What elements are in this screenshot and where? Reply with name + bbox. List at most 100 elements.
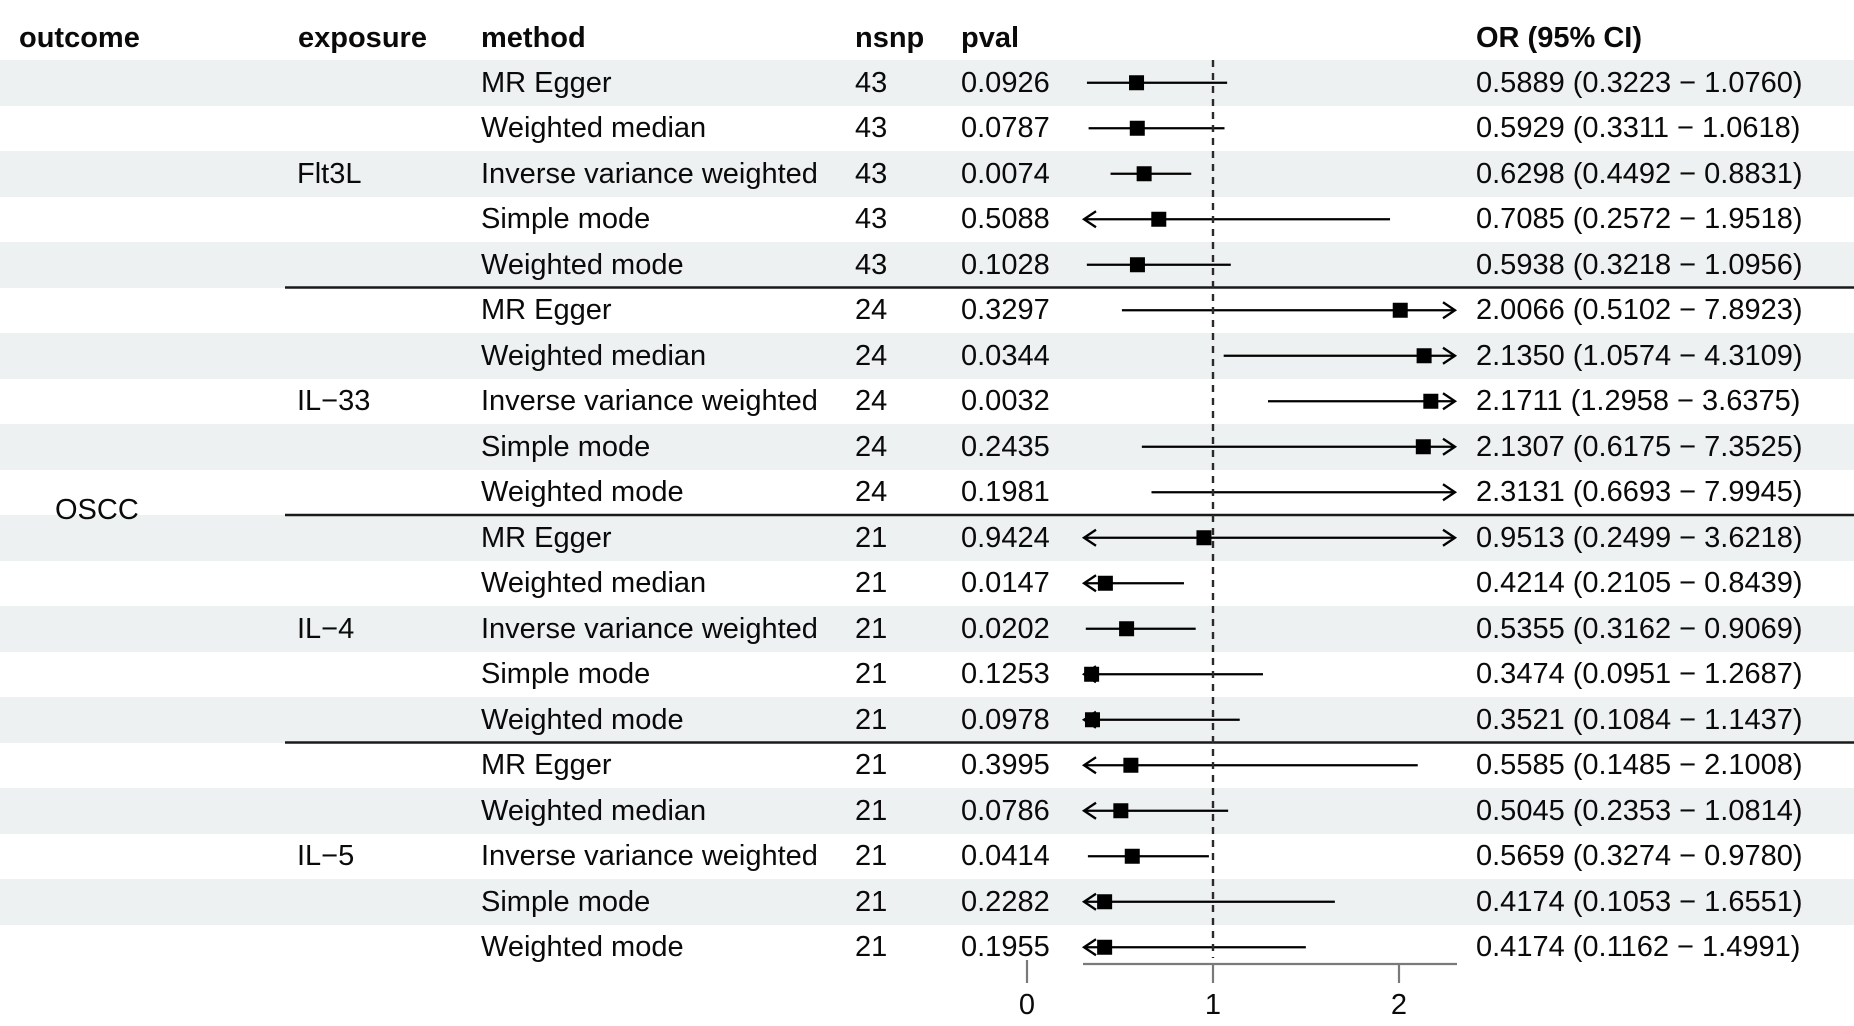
nsnp-cell: 21 <box>855 567 888 600</box>
pval-cell: 0.0414 <box>961 840 1050 873</box>
or-marker <box>1084 666 1100 682</box>
or-ci-cell: 0.5045 (0.2353 − 1.0814) <box>1476 794 1803 827</box>
exposure-label: IL−33 <box>297 385 371 418</box>
col-header-or-ci: OR (95% CI) <box>1476 22 1642 54</box>
nsnp-cell: 21 <box>855 749 888 782</box>
pval-cell: 0.3995 <box>961 749 1050 782</box>
pval-cell: 0.0202 <box>961 612 1050 645</box>
col-header-exposure: exposure <box>298 22 427 54</box>
or-marker <box>1084 712 1100 728</box>
or-ci-cell: 2.3131 (0.6693 − 7.9945) <box>1476 476 1803 509</box>
pval-cell: 0.1028 <box>961 248 1050 281</box>
nsnp-cell: 21 <box>855 840 888 873</box>
or-ci-cell: 0.6298 (0.4492 − 0.8831) <box>1476 157 1803 190</box>
or-marker <box>1416 348 1432 364</box>
or-marker <box>1415 439 1431 455</box>
or-marker <box>1119 621 1135 637</box>
pval-cell: 0.1253 <box>961 658 1050 691</box>
or-marker <box>1124 848 1140 864</box>
or-marker <box>1423 393 1439 409</box>
or-ci-cell: 0.5659 (0.3274 − 0.9780) <box>1476 840 1803 873</box>
nsnp-cell: 21 <box>855 931 888 964</box>
or-marker <box>1136 166 1152 182</box>
row-stripe <box>0 788 1854 834</box>
pval-cell: 0.2435 <box>961 430 1050 463</box>
pval-cell: 0.0032 <box>961 385 1050 418</box>
row-stripe <box>0 606 1854 652</box>
method-cell: Simple mode <box>481 658 651 691</box>
col-header-nsnp: nsnp <box>855 22 925 54</box>
nsnp-cell: 21 <box>855 703 888 736</box>
pval-cell: 0.0344 <box>961 339 1050 372</box>
or-ci-cell: 2.1350 (1.0574 − 4.3109) <box>1476 339 1803 372</box>
nsnp-cell: 43 <box>855 157 888 190</box>
or-marker <box>1097 575 1113 591</box>
or-ci-cell: 0.5938 (0.3218 − 1.0956) <box>1476 248 1803 281</box>
nsnp-cell: 43 <box>855 248 888 281</box>
exposure-label: Flt3L <box>297 157 362 190</box>
clip-arrow-left <box>1081 574 1097 593</box>
pval-cell: 0.1955 <box>961 931 1050 964</box>
or-ci-cell: 0.5929 (0.3311 − 1.0618) <box>1476 112 1801 145</box>
axis-tick-label: 0 <box>1018 989 1036 1021</box>
clip-arrow-left <box>1081 938 1097 957</box>
method-cell: MR Egger <box>481 294 612 327</box>
row-stripe <box>0 424 1854 470</box>
nsnp-cell: 24 <box>855 385 888 418</box>
clip-arrow-left <box>1081 801 1097 820</box>
pval-cell: 0.3297 <box>961 294 1050 327</box>
or-ci-cell: 0.4174 (0.1162 − 1.4991) <box>1476 931 1801 964</box>
exposure-label: IL−4 <box>297 612 355 645</box>
method-cell: Simple mode <box>481 430 651 463</box>
nsnp-cell: 43 <box>855 203 888 236</box>
clip-arrow-left <box>1081 528 1097 547</box>
pval-cell: 0.0978 <box>961 703 1050 736</box>
nsnp-cell: 21 <box>855 612 888 645</box>
pval-cell: 0.1981 <box>961 476 1050 509</box>
method-cell: Inverse variance weighted <box>481 385 818 418</box>
or-marker <box>1151 211 1167 227</box>
or-ci-cell: 0.4214 (0.2105 − 0.8439) <box>1476 567 1803 600</box>
or-marker <box>1129 120 1145 136</box>
nsnp-cell: 24 <box>855 339 888 372</box>
row-stripe <box>0 60 1854 106</box>
or-marker <box>1123 757 1139 773</box>
or-ci-cell: 0.7085 (0.2572 − 1.9518) <box>1476 203 1803 236</box>
pval-cell: 0.0074 <box>961 157 1050 190</box>
or-ci-cell: 0.3521 (0.1084 − 1.1437) <box>1476 703 1803 736</box>
or-marker <box>1392 302 1408 318</box>
or-marker <box>1129 75 1145 91</box>
method-cell: Weighted mode <box>481 476 684 509</box>
method-cell: Weighted median <box>481 567 707 600</box>
exposure-label: IL−5 <box>297 840 355 873</box>
nsnp-cell: 24 <box>855 476 888 509</box>
method-cell: Weighted mode <box>481 931 684 964</box>
or-ci-cell: 0.4174 (0.1053 − 1.6551) <box>1476 885 1803 918</box>
method-cell: Weighted median <box>481 339 707 372</box>
clip-arrow-left <box>1081 210 1097 229</box>
method-cell: MR Egger <box>481 521 612 554</box>
pval-cell: 0.2282 <box>961 885 1050 918</box>
method-cell: Inverse variance weighted <box>481 840 818 873</box>
or-marker <box>1097 894 1113 910</box>
pval-cell: 0.9424 <box>961 521 1050 554</box>
or-ci-cell: 0.5889 (0.3223 − 1.0760) <box>1476 66 1803 99</box>
col-header-outcome: outcome <box>19 22 140 54</box>
clip-arrow-right <box>1442 483 1458 502</box>
pval-cell: 0.0926 <box>961 66 1050 99</box>
row-stripe <box>0 879 1854 925</box>
col-header-pval: pval <box>961 22 1020 54</box>
method-cell: Inverse variance weighted <box>481 157 818 190</box>
clip-arrow-right <box>1442 437 1458 456</box>
or-marker <box>1196 530 1212 546</box>
clip-arrow-right <box>1442 528 1458 547</box>
nsnp-cell: 24 <box>855 430 888 463</box>
or-ci-cell: 0.5585 (0.1485 − 2.1008) <box>1476 749 1803 782</box>
or-ci-cell: 2.0066 (0.5102 − 7.8923) <box>1476 294 1803 327</box>
or-ci-cell: 2.1307 (0.6175 − 7.3525) <box>1476 430 1803 463</box>
row-stripe <box>0 515 1854 561</box>
method-cell: Simple mode <box>481 885 651 918</box>
pval-cell: 0.0787 <box>961 112 1050 145</box>
or-ci-cell: 0.9513 (0.2499 − 3.6218) <box>1476 521 1803 554</box>
